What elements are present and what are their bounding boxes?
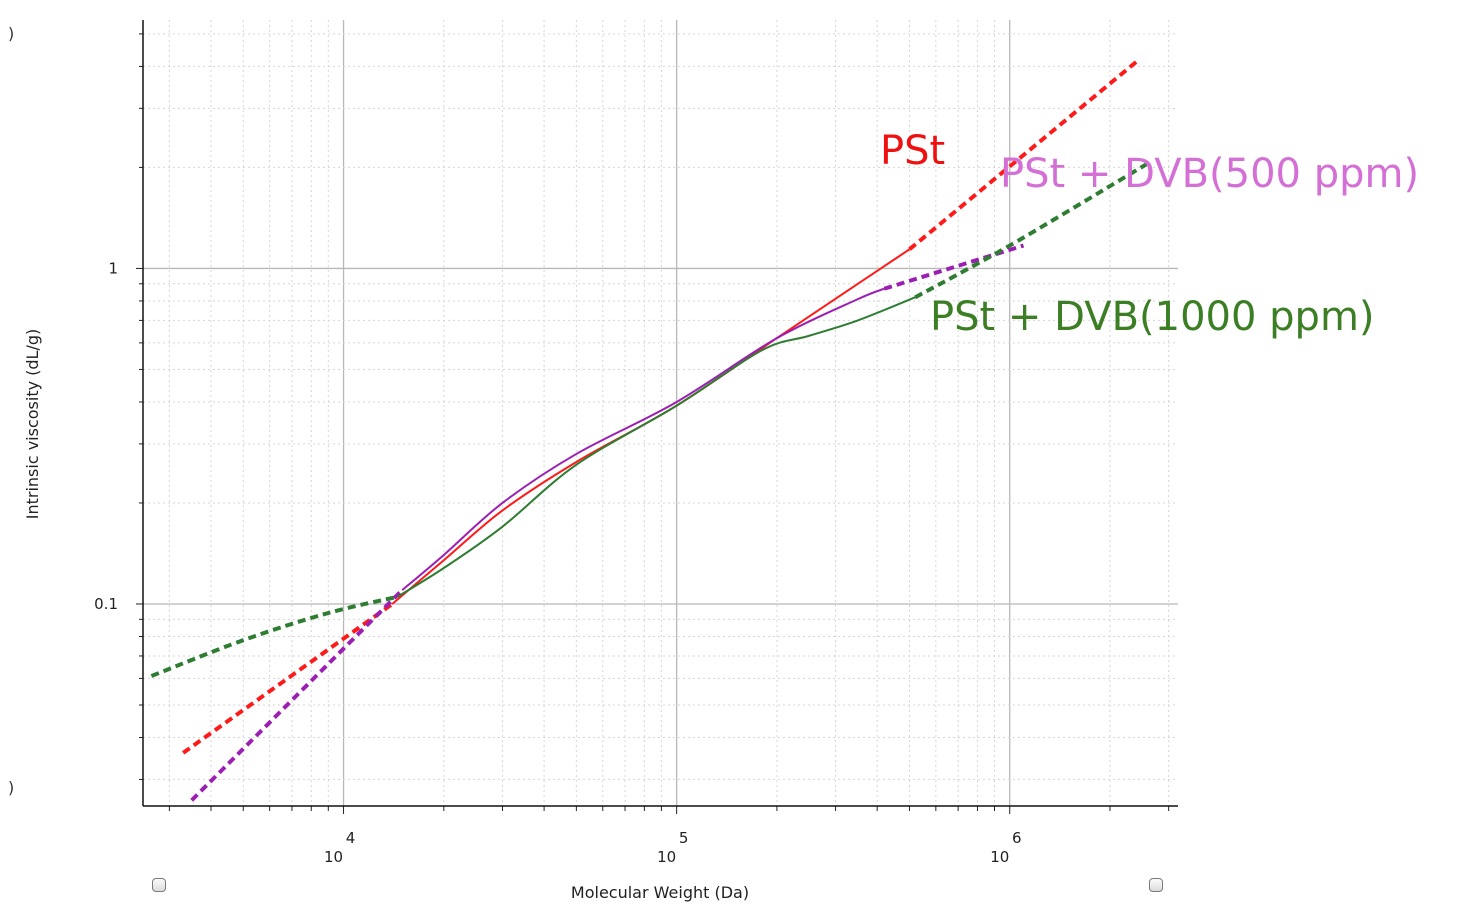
axes bbox=[136, 20, 1178, 814]
series-2-line bbox=[396, 296, 916, 598]
series-1-line bbox=[401, 287, 885, 591]
series-0-extrapolation-0 bbox=[182, 602, 394, 755]
series-label-dvb500: PSt + DVB(500 ppm) bbox=[1000, 151, 1419, 197]
series-0-extrapolation-1 bbox=[908, 57, 1141, 251]
grid bbox=[143, 20, 1178, 806]
left-edge-mark-top: ) bbox=[8, 24, 15, 43]
right-scroll-checkbox[interactable] bbox=[1149, 878, 1163, 892]
series-2-extrapolation-1 bbox=[914, 159, 1152, 300]
y-tick-label: 1 bbox=[108, 259, 118, 277]
y-tick-label: 0.1 bbox=[94, 595, 118, 613]
x-tick-label-exponent: 5 bbox=[679, 829, 689, 847]
series-1 bbox=[190, 243, 1025, 802]
x-tick-label-exponent: 4 bbox=[346, 829, 356, 847]
left-scroll-checkbox[interactable] bbox=[152, 878, 166, 892]
x-axis-title: Molecular Weight (Da) bbox=[571, 883, 749, 902]
left-edge-mark-bottom: ) bbox=[8, 778, 15, 797]
series-1-extrapolation-0 bbox=[190, 588, 404, 802]
series-label-pst: PSt bbox=[880, 128, 945, 174]
x-tick-label: 10 bbox=[324, 848, 343, 866]
x-tick-label-exponent: 6 bbox=[1012, 829, 1022, 847]
y-axis-title: Intrinsic viscosity (dL/g) bbox=[23, 329, 42, 520]
series-2-extrapolation-0 bbox=[150, 594, 398, 678]
series-2 bbox=[150, 159, 1152, 678]
series-label-dvb1000: PSt + DVB(1000 ppm) bbox=[930, 294, 1375, 340]
x-tick-label: 10 bbox=[657, 848, 676, 866]
series-layer bbox=[150, 57, 1152, 802]
x-tick-label: 10 bbox=[990, 848, 1009, 866]
